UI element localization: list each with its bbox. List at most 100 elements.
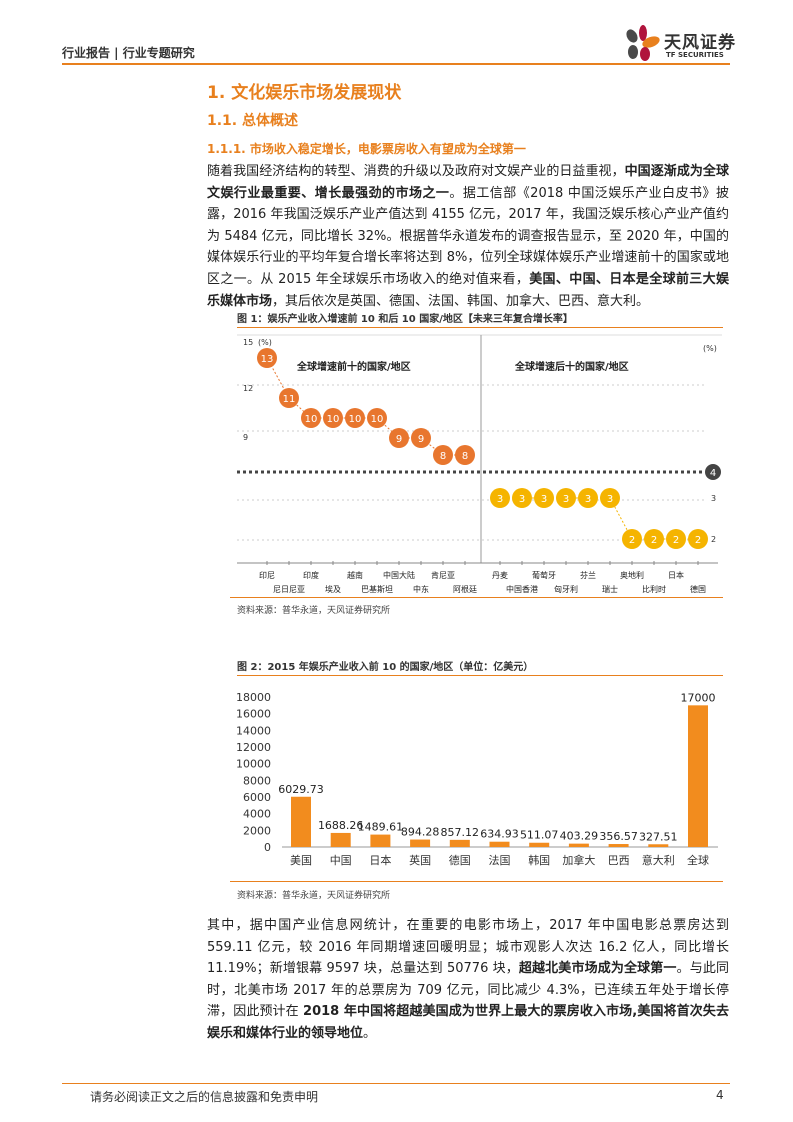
y-tick: 16000: [236, 708, 271, 721]
data-label: 1688.26: [318, 819, 364, 832]
y-tick: 2000: [243, 824, 271, 837]
figure1-rule: [237, 327, 723, 328]
figure2-title: 图 2：2015 年娱乐产业收入前 10 的国家/地区（单位：亿美元）: [237, 662, 534, 673]
footer-rule: [62, 1083, 730, 1084]
data-point: [455, 445, 475, 465]
figure2-source: 资料来源：普华永道，天风证券研究所: [237, 891, 391, 901]
y-tick: 14000: [236, 724, 271, 737]
x-label: 奥地利: [620, 570, 644, 580]
subsubsection-heading: 1.1.1. 市场收入稳定增长，电影票房收入有望成为全球第一: [207, 142, 526, 156]
x-label: 英国: [409, 853, 431, 867]
figure1-title: 图 1：娱乐产业收入增速前 10 和后 10 国家/地区【未来三年复合增长率】: [237, 314, 573, 325]
data-label: 2: [629, 535, 635, 546]
data-label: 10: [349, 414, 362, 425]
x-label: 德国: [449, 853, 471, 867]
figure1-chart: 15 12 9 (%) (%) 3 2 全球增速前十的国家/地区 全球增速后十的国家/地区 4 13…: [237, 334, 722, 594]
bar: [449, 839, 470, 847]
y-tick-left: 12: [243, 384, 253, 393]
data-point: [411, 428, 431, 448]
reference-label: 4: [710, 468, 716, 479]
data-label: 1489.61: [358, 821, 404, 834]
x-label: 丹麦: [492, 570, 508, 580]
logo: 天风证券 TF SECURITIES: [622, 24, 742, 64]
data-label: 9: [418, 434, 424, 445]
x-label: 埃及: [325, 584, 341, 594]
data-label: 2: [651, 535, 657, 546]
right-panel-title: 全球增速后十的国家/地区: [514, 360, 629, 373]
y-tick-right: 2: [711, 535, 716, 544]
x-label: 日本: [668, 570, 684, 580]
data-label: 857.12: [441, 826, 480, 839]
data-point: [644, 529, 664, 549]
data-label: 6029.73: [278, 783, 324, 796]
bar: [330, 832, 351, 847]
data-label: 2: [673, 535, 679, 546]
data-label: 511.07: [520, 829, 559, 842]
text-run: 其中，据中国产业信息网统计，在重要的电影市场上，2017 年中国电影总票房达到 …: [207, 918, 729, 977]
x-label: 瑞士: [602, 584, 618, 594]
bar: [370, 834, 391, 847]
x-label: 中东: [413, 584, 429, 594]
x-label: 肯尼亚: [431, 570, 455, 580]
data-label: 10: [327, 414, 340, 425]
data-point: [323, 408, 343, 428]
footer-disclaimer: 请务必阅读正文之后的信息披露和免责申明: [90, 1090, 319, 1104]
bold-text: 超越北美市场成为全球第一: [518, 961, 677, 977]
x-label: 巴基斯坦: [361, 584, 393, 594]
data-point: [556, 488, 576, 508]
data-point: [600, 488, 620, 508]
paragraph-1: 随着我国经济结构的转型、消费的升级以及政府对文娱产业的日益重视，中国逐渐成为全球…: [207, 161, 729, 312]
figure1-bottom-rule: [230, 597, 723, 598]
data-label: 403.29: [560, 830, 599, 843]
series-line: [266, 357, 465, 456]
y-tick-left: 9: [243, 433, 248, 442]
y-tick-left: 15: [243, 338, 253, 347]
text-run: 。据工信部《2018 中国泛娱乐产业白皮书》披露，2016 年我国泛娱乐产业产值…: [207, 185, 729, 287]
x-label: 法国: [489, 853, 511, 867]
bar: [688, 705, 708, 847]
data-point: [512, 488, 532, 508]
figure2-chart: 0 2000 4000 6000 8000 10000 12000 14000 16000 180…: [236, 691, 718, 867]
data-point: [345, 408, 365, 428]
x-label: 巴西: [608, 854, 630, 867]
left-panel-title: 全球增速前十的国家/地区: [296, 360, 411, 373]
bar: [608, 844, 629, 847]
page-number: 4: [716, 1088, 724, 1102]
bar: [489, 841, 510, 847]
bold-text: 中国逐渐成为全球文娱行业最重要、增长最强劲的市场之一: [207, 164, 729, 201]
data-label: 10: [305, 414, 318, 425]
data-point: [578, 488, 598, 508]
y-tick: 4000: [243, 808, 271, 821]
paragraph-2: 其中，据中国产业信息网统计，在重要的电影市场上，2017 年中国电影总票房达到 …: [207, 915, 729, 1045]
data-point: [622, 529, 642, 549]
data-label: 10: [371, 414, 384, 425]
data-label: 356.57: [599, 830, 638, 843]
data-label: 8: [440, 451, 446, 462]
data-point: [301, 408, 321, 428]
data-label: 3: [607, 494, 613, 505]
x-label: 意大利: [642, 853, 675, 867]
header-rule: [62, 63, 730, 65]
data-label: 9: [396, 434, 402, 445]
data-label: 17000: [681, 691, 716, 704]
data-point: [389, 428, 409, 448]
x-label: 芬兰: [580, 570, 596, 580]
figure1-source: 资料来源：普华永道，天风证券研究所: [237, 606, 391, 616]
x-label: 美国: [290, 854, 312, 867]
data-point: [433, 445, 453, 465]
logo-text: 天风证券: [664, 33, 736, 53]
data-point: [279, 388, 299, 408]
x-label: 中国大陆: [383, 570, 415, 580]
data-label: 3: [519, 494, 525, 505]
x-label: 韩国: [528, 853, 550, 867]
data-label: 327.51: [639, 830, 678, 843]
x-label: 中国香港: [506, 584, 538, 594]
x-label: 全球: [687, 853, 709, 867]
text-run: 。与此同时，北美市场 2017 年的总票房为 709 亿元，同比减少 4.3%，…: [207, 961, 729, 1020]
data-label: 8: [462, 451, 468, 462]
text-run: ，其后依次是英国、德国、法国、韩国、加拿大、巴西、意大利。: [272, 293, 650, 309]
series-line: [500, 497, 698, 540]
data-point: [490, 488, 510, 508]
y-tick: 0: [264, 841, 271, 854]
